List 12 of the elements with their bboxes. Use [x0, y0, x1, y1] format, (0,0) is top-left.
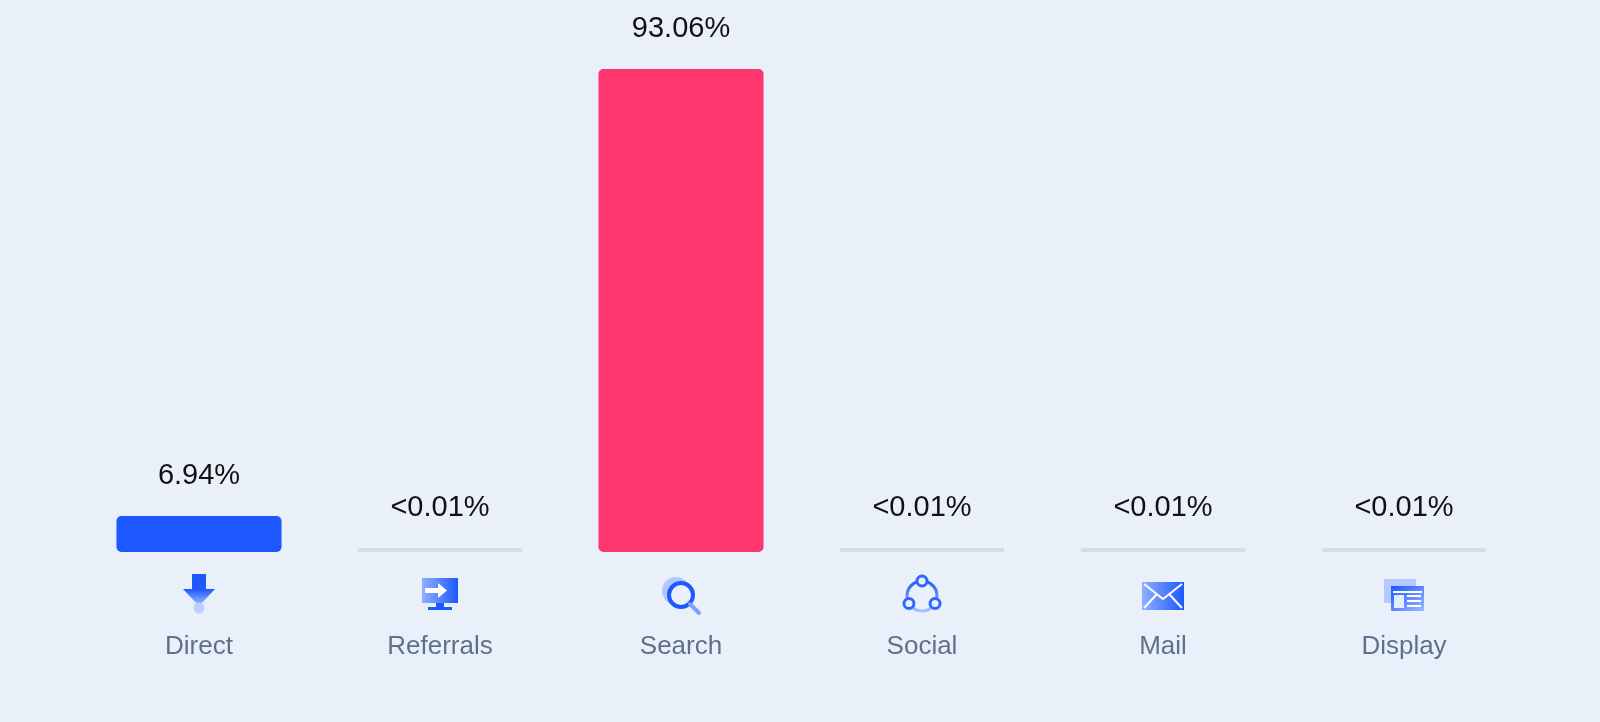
- data-label: 93.06%: [631, 11, 731, 43]
- x-tick-label: Mail: [1139, 630, 1187, 660]
- data-label: <0.01%: [1113, 490, 1213, 522]
- x-tick-label: Referrals: [387, 630, 493, 660]
- data-label: <0.01%: [872, 490, 972, 522]
- data-label: 6.94%: [157, 457, 241, 490]
- x-tick-label: Display: [1361, 630, 1447, 660]
- x-tick-label: Direct: [165, 630, 234, 660]
- x-tick-label: Social: [886, 630, 958, 660]
- x-tick-label: Search: [639, 630, 723, 660]
- data-label: <0.01%: [390, 490, 490, 522]
- data-label: <0.01%: [1354, 490, 1454, 522]
